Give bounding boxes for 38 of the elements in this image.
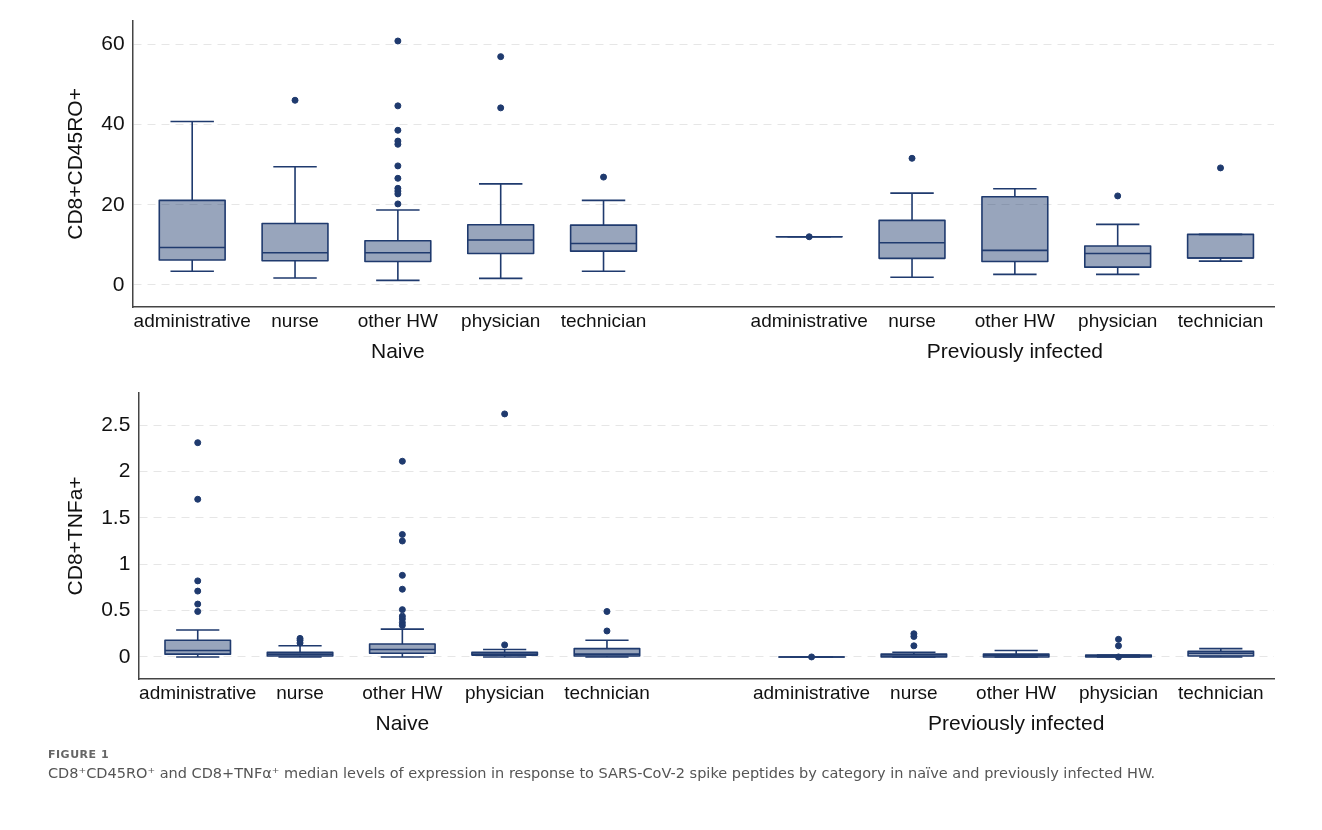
y-tick-label: 0 bbox=[112, 271, 125, 295]
y-tick-label: 1 bbox=[118, 550, 131, 574]
y-tick-label: 2 bbox=[118, 458, 131, 482]
x-tick-label: technician bbox=[560, 309, 647, 331]
x-tick-label: administrative bbox=[750, 309, 868, 331]
x-tick-label: technician bbox=[564, 681, 650, 703]
x-tick-label: other HW bbox=[974, 309, 1056, 331]
y-tick-label: 40 bbox=[101, 111, 125, 135]
x-tick-label: physician bbox=[465, 681, 545, 703]
text: Previously infected bbox=[926, 339, 1103, 363]
x-tick-label: nurse bbox=[271, 309, 319, 331]
text: CD8⁺CD45RO⁺ and CD8+TNFα⁺ median levels of expression in response to SARS-CoV-2 spike peptides by category in naïve and previously infected HW. bbox=[48, 765, 1157, 781]
x-tick-label: physician bbox=[1078, 681, 1159, 703]
text: Naive bbox=[371, 339, 425, 363]
y-tick-label: 0.5 bbox=[101, 597, 131, 621]
x-tick-label: nurse bbox=[890, 681, 938, 703]
x-tick-label: technician bbox=[1178, 681, 1264, 703]
caption: FIGURE 1 bbox=[48, 748, 111, 761]
y-tick-label: 0 bbox=[118, 643, 131, 667]
y-tick-label: 2.5 bbox=[101, 411, 131, 435]
x-tick-label: other HW bbox=[976, 681, 1057, 703]
text: Previously infected bbox=[928, 711, 1105, 735]
x-tick-label: technician bbox=[1177, 309, 1264, 331]
x-tick-label: administrative bbox=[133, 309, 251, 331]
x-tick-label: nurse bbox=[888, 309, 936, 331]
x-tick-label: other HW bbox=[357, 309, 439, 331]
text: Naive bbox=[375, 711, 430, 735]
y-tick-label: 20 bbox=[101, 191, 125, 215]
y-tick-label: 1.5 bbox=[101, 504, 131, 528]
x-tick-label: physician bbox=[1078, 309, 1158, 331]
y-axis-title: CD8+CD45RO+ bbox=[63, 88, 87, 240]
x-tick-label: other HW bbox=[362, 681, 443, 703]
y-axis-title: CD8+TNFa+ bbox=[63, 476, 87, 596]
x-tick-label: administrative bbox=[139, 681, 257, 703]
x-tick-label: nurse bbox=[276, 681, 324, 703]
x-tick-label: administrative bbox=[752, 681, 871, 703]
y-tick-label: 60 bbox=[101, 31, 125, 55]
x-tick-label: physician bbox=[461, 309, 541, 331]
